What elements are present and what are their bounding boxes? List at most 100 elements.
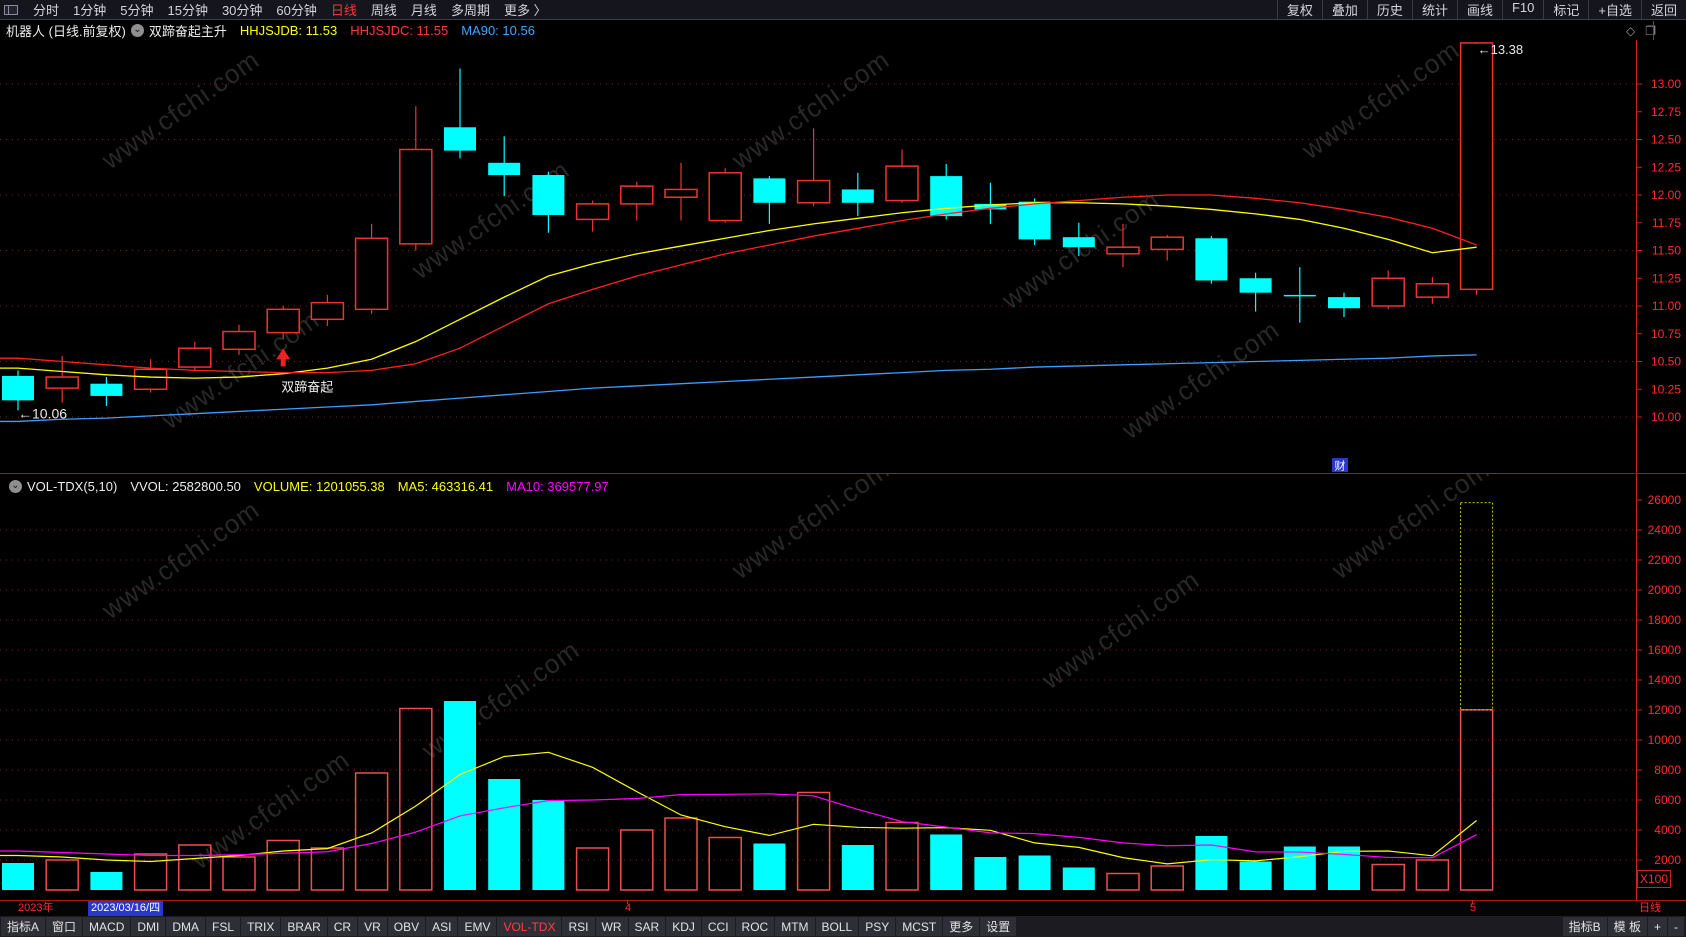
volume-bar[interactable] bbox=[575, 847, 610, 891]
volume-bar[interactable] bbox=[664, 817, 698, 891]
volume-bar[interactable] bbox=[532, 800, 565, 890]
indicator-btn-FSL[interactable]: FSL bbox=[206, 917, 241, 936]
indicator-btn-PSY[interactable]: PSY bbox=[859, 917, 896, 936]
candle-body[interactable] bbox=[1283, 294, 1316, 297]
collapse-icon[interactable]: ⌄ bbox=[9, 479, 22, 493]
volume-bar[interactable] bbox=[310, 847, 345, 891]
indicator-btn-更多[interactable]: 更多 bbox=[943, 917, 980, 936]
indicator-btn-VOL-TDX[interactable]: VOL-TDX bbox=[497, 917, 562, 936]
price-candlestick-pane[interactable]: 13.00 12.75 12.50 12.25 12.00 11.75 11.50 11.25… bbox=[0, 40, 1686, 474]
candle-body[interactable] bbox=[1106, 246, 1140, 255]
candle-body[interactable] bbox=[444, 127, 476, 151]
volume-bar[interactable] bbox=[885, 821, 919, 891]
period-tab-周线[interactable]: 周线 bbox=[370, 3, 397, 18]
candle-body[interactable] bbox=[708, 172, 742, 222]
volume-bar[interactable] bbox=[444, 701, 476, 890]
period-tab-60分钟[interactable]: 60分钟 bbox=[276, 3, 317, 18]
volume-bar[interactable] bbox=[1239, 861, 1272, 891]
volume-bar[interactable] bbox=[796, 791, 831, 891]
candle-body[interactable] bbox=[310, 301, 345, 321]
volume-bar[interactable] bbox=[133, 853, 168, 891]
candle-body[interactable] bbox=[753, 178, 786, 203]
action-标记[interactable]: 标记 bbox=[1543, 0, 1588, 19]
candle-body[interactable] bbox=[575, 203, 610, 221]
candle-body[interactable] bbox=[620, 185, 654, 205]
indicator-btn-BOLL[interactable]: BOLL bbox=[815, 917, 859, 936]
indicator-btn-right--[interactable]: - bbox=[1668, 917, 1684, 936]
candle-body[interactable] bbox=[1239, 278, 1272, 293]
indicator-btn-VR[interactable]: VR bbox=[358, 917, 387, 936]
indicator-btn-窗口[interactable]: 窗口 bbox=[46, 917, 83, 936]
volume-bar[interactable] bbox=[1415, 859, 1450, 891]
volume-bar[interactable] bbox=[1195, 836, 1228, 890]
volume-bar[interactable] bbox=[266, 839, 300, 891]
volume-bar[interactable] bbox=[1150, 865, 1184, 891]
volume-bar[interactable] bbox=[1371, 863, 1405, 891]
volume-bar[interactable] bbox=[488, 779, 521, 890]
indicator-btn-MACD[interactable]: MACD bbox=[83, 917, 131, 936]
candle-body[interactable] bbox=[266, 308, 300, 334]
volume-bar[interactable] bbox=[974, 857, 1007, 890]
period-tab-日线[interactable]: 日线 bbox=[330, 3, 357, 18]
action-+自选[interactable]: +自选 bbox=[1588, 0, 1641, 19]
period-tab-5分钟[interactable]: 5分钟 bbox=[120, 3, 154, 18]
candle-body[interactable] bbox=[178, 347, 212, 368]
indicator-btn-ASI[interactable]: ASI bbox=[426, 917, 458, 936]
volume-bar[interactable] bbox=[930, 834, 963, 891]
candle-body[interactable] bbox=[1062, 237, 1095, 248]
candle-body[interactable] bbox=[222, 330, 256, 351]
volume-bar[interactable] bbox=[1459, 709, 1494, 891]
period-tab-1分钟[interactable]: 1分钟 bbox=[73, 3, 107, 18]
period-tab-更多 〉[interactable]: 更多 〉 bbox=[503, 3, 547, 18]
candle-body[interactable] bbox=[974, 203, 1007, 210]
collapse-icon[interactable]: ⌄ bbox=[130, 24, 144, 37]
volume-bar[interactable] bbox=[1062, 867, 1095, 891]
indicator-btn-设置[interactable]: 设置 bbox=[980, 917, 1017, 936]
candle-body[interactable] bbox=[1459, 42, 1494, 291]
action-返回[interactable]: 返回 bbox=[1640, 0, 1686, 19]
volume-bar[interactable] bbox=[90, 872, 123, 890]
candle-body[interactable] bbox=[1371, 277, 1405, 307]
indicator-btn-TRIX[interactable]: TRIX bbox=[241, 917, 281, 936]
indicator-btn-BRAR[interactable]: BRAR bbox=[281, 917, 327, 936]
candle-body[interactable] bbox=[664, 188, 698, 198]
candle-body[interactable] bbox=[488, 162, 521, 176]
candle-body[interactable] bbox=[1328, 297, 1360, 309]
indicator-btn-SAR[interactable]: SAR bbox=[628, 917, 666, 936]
indicator-btn-CCI[interactable]: CCI bbox=[701, 917, 735, 936]
candle-body[interactable] bbox=[1018, 201, 1051, 240]
candle-body[interactable] bbox=[1415, 283, 1450, 298]
volume-bar[interactable] bbox=[222, 856, 256, 891]
indicator-btn-MTM[interactable]: MTM bbox=[775, 917, 815, 936]
volume-bar[interactable] bbox=[399, 707, 433, 891]
period-tab-多周期[interactable]: 多周期 bbox=[450, 3, 490, 18]
period-tab-15分钟[interactable]: 15分钟 bbox=[167, 3, 208, 18]
action-画线[interactable]: 画线 bbox=[1456, 0, 1502, 19]
volume-bar[interactable] bbox=[753, 843, 786, 891]
indicator-btn-指标A[interactable]: 指标A bbox=[1, 917, 46, 936]
diamond-icon[interactable]: ◇ bbox=[1626, 23, 1636, 38]
volume-bar[interactable] bbox=[620, 829, 654, 891]
candle-body[interactable] bbox=[133, 368, 168, 390]
volume-pane[interactable]: 26000 24000 22000 20000 18000 16000 14000 12000… bbox=[0, 474, 1686, 901]
volume-bar[interactable] bbox=[1106, 872, 1140, 891]
date-axis[interactable]: 2023年 2023/03/16/四 4 5 日线 bbox=[0, 900, 1686, 916]
candle-body[interactable] bbox=[2, 375, 34, 401]
indicator-btn-OBV[interactable]: OBV bbox=[387, 917, 426, 936]
volume-bar[interactable] bbox=[1283, 846, 1316, 891]
candle-body[interactable] bbox=[399, 148, 433, 245]
indicator-btn-CR[interactable]: CR bbox=[327, 917, 358, 936]
candle-body[interactable] bbox=[841, 189, 874, 203]
pane-divider[interactable] bbox=[0, 473, 1686, 474]
action-复权[interactable]: 复权 bbox=[1276, 0, 1322, 19]
indicator-btn-right-指标B[interactable]: 指标B bbox=[1562, 917, 1607, 936]
action-叠加[interactable]: 叠加 bbox=[1321, 0, 1367, 19]
volume-bar[interactable] bbox=[178, 844, 212, 891]
split-window-icon[interactable]: ❐ bbox=[1645, 23, 1656, 38]
indicator-btn-ROC[interactable]: ROC bbox=[735, 917, 775, 936]
indicator-btn-right-模 板[interactable]: 模 板 bbox=[1607, 917, 1647, 936]
indicator-btn-WR[interactable]: WR bbox=[595, 917, 628, 936]
candle-body[interactable] bbox=[796, 179, 831, 204]
volume-bar[interactable] bbox=[841, 845, 874, 890]
candle-body[interactable] bbox=[885, 165, 919, 202]
